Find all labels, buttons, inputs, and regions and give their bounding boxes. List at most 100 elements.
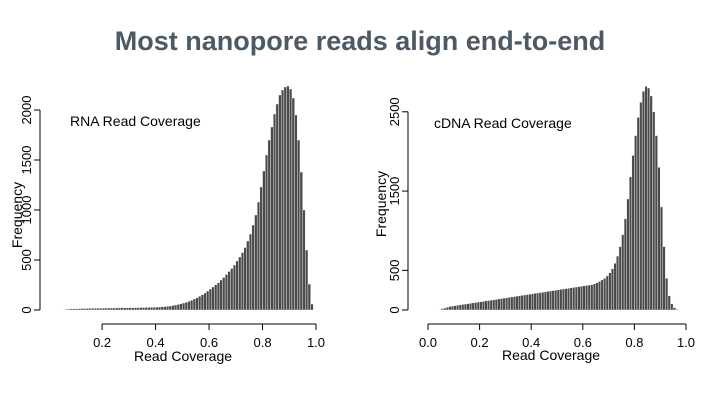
cdna-x-tick-label: 0.6 [574, 335, 592, 350]
cdna-bar [564, 288, 568, 311]
cdna-bar [443, 307, 447, 311]
rna-bar [166, 306, 170, 311]
cdna-bar [471, 302, 475, 311]
cdna-bar [585, 285, 589, 311]
cdna-chart-title: cDNA Read Coverage [434, 115, 572, 131]
cdna-bar [500, 298, 504, 311]
rna-bar [115, 307, 119, 311]
rna-bar [144, 307, 148, 311]
cdna-bar [489, 299, 493, 311]
rna-bar [64, 309, 68, 311]
cdna-bar [577, 286, 581, 311]
rna-bar [190, 300, 194, 311]
cdna-y-axis-label: Frequency [373, 171, 389, 237]
rna-bar [176, 304, 180, 311]
rna-bar [195, 297, 199, 311]
rna-bar [133, 307, 138, 311]
cdna-bar [538, 292, 542, 311]
rna-bar [123, 307, 127, 311]
cdna-bar [487, 300, 491, 311]
rna-bar [174, 304, 178, 311]
cdna-bar [531, 293, 534, 311]
rna-bar [112, 307, 116, 311]
cdna-bar [608, 272, 612, 311]
cdna-bar [525, 294, 529, 311]
rna-bar [139, 307, 143, 311]
cdna-bar [667, 295, 671, 311]
cdna-bar [510, 296, 514, 311]
cdna-bar [657, 167, 661, 311]
cdna-coverage-histogram: 0 500 1500 2500 0.0 0.2 0.4 0.6 0.8 1.0 cDNA Rea… [373, 86, 695, 363]
cdna-bar [644, 86, 648, 311]
rna-bar [281, 89, 285, 311]
rna-bar [299, 171, 303, 311]
rna-bar [238, 256, 242, 311]
rna-bar [77, 308, 81, 311]
cdna-y-tick-label: 1500 [387, 177, 402, 206]
cdna-bar [623, 218, 627, 311]
cdna-bar [520, 295, 524, 311]
cdna-bar [616, 255, 620, 311]
cdna-bar [494, 299, 498, 311]
rna-bar [69, 308, 73, 311]
cdna-bar [605, 275, 609, 311]
rna-bar [211, 286, 215, 311]
cdna-bar [451, 305, 455, 311]
rna-bar [171, 305, 175, 311]
rna-bar [256, 201, 261, 311]
rna-bar [246, 240, 250, 311]
rna-bar [136, 307, 140, 311]
rna-bar [259, 186, 263, 311]
cdna-bar [662, 246, 666, 311]
cdna-bar [533, 293, 537, 311]
rna-bar [305, 249, 309, 311]
cdna-bar [610, 268, 614, 311]
cdna-bar [505, 297, 509, 311]
rna-bar [254, 214, 258, 311]
cdna-bar [636, 117, 640, 311]
rna-bar [168, 305, 172, 311]
rna-x-ticks: 0.2 0.4 0.6 0.8 1.0 [93, 324, 325, 350]
rna-bar [96, 308, 100, 311]
cdna-x-tick-label: 1.0 [677, 335, 695, 350]
cdna-bar [665, 278, 669, 311]
cdna-bar [476, 301, 480, 311]
cdna-bar [672, 307, 676, 311]
rna-bar [270, 126, 274, 311]
cdna-bar [639, 102, 643, 311]
cdna-bar [502, 297, 506, 311]
rna-bar [262, 170, 266, 311]
rna-bar [187, 301, 191, 311]
rna-bar [155, 306, 159, 311]
cdna-bar [634, 135, 638, 311]
rna-bar [240, 252, 245, 311]
rna-bar [179, 303, 183, 311]
rna-bar [267, 139, 271, 311]
rna-bar [297, 139, 301, 311]
cdna-y-ticks: 0 500 1500 2500 [387, 97, 408, 314]
rna-bar [227, 271, 231, 311]
rna-bar [93, 308, 97, 311]
rna-bar [184, 302, 188, 311]
rna-bar [163, 306, 167, 311]
rna-bar [117, 307, 122, 311]
rna-bar [214, 284, 218, 311]
cdna-bar [618, 246, 622, 311]
cdna-x-tick-label: 0.0 [419, 335, 437, 350]
rna-bar [109, 307, 113, 311]
rna-chart-title: RNA Read Coverage [70, 113, 201, 129]
rna-bar [222, 277, 226, 311]
rna-bar [88, 308, 92, 311]
rna-y-tick-label: 1000 [19, 196, 34, 225]
rna-bar [192, 298, 196, 311]
cdna-bar [559, 289, 563, 311]
rna-bar [291, 97, 295, 311]
cdna-x-tick-label: 0.4 [522, 335, 540, 350]
rna-y-ticks: 0 500 1000 1500 2000 [19, 96, 40, 314]
rna-bar [128, 307, 132, 311]
cdna-bar [631, 155, 635, 311]
rna-bar [248, 233, 253, 311]
cdna-bar [453, 305, 457, 311]
rna-bar [216, 282, 220, 311]
cdna-bar [670, 303, 674, 311]
